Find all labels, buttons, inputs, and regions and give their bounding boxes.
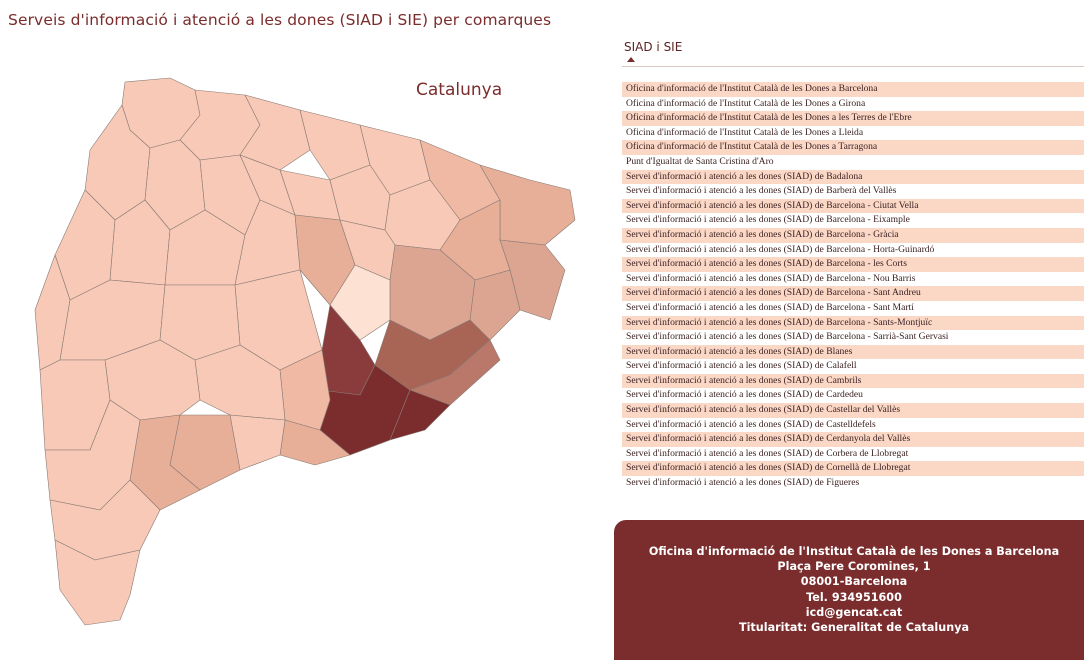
list-item[interactable]: Servei d'informació i atenció a les done…	[622, 461, 1084, 477]
list-item[interactable]: Servei d'informació i atenció a les done…	[626, 185, 897, 197]
list-item[interactable]: Servei d'informació i atenció a les done…	[622, 373, 1084, 389]
list-item[interactable]: Servei d'informació i atenció a les done…	[626, 418, 876, 430]
card-owner: Titularitat: Generalitat de Catalunya	[738, 621, 970, 635]
list-item[interactable]: Servei d'informació i atenció a les done…	[622, 227, 1084, 243]
list-item[interactable]: Oficina d'informació de l'Institut Catal…	[622, 82, 1084, 97]
list-item[interactable]: Oficina d'informació de l'Institut Catal…	[622, 140, 1084, 155]
map-region-label: Catalunya	[416, 80, 503, 100]
list-item[interactable]: Servei d'informació i atenció a les done…	[626, 360, 857, 372]
list-item[interactable]: Servei d'informació i atenció a les done…	[622, 344, 1084, 360]
header-divider	[622, 66, 1084, 67]
service-detail-card: Oficina d'informació de l'Institut Catal…	[614, 520, 1084, 660]
list-item[interactable]: Servei d'informació i atenció a les done…	[622, 198, 1084, 214]
list-item[interactable]: Oficina d'informació de l'Institut Catal…	[622, 111, 1084, 126]
comarca-barcelones[interactable]	[389, 389, 451, 441]
catalonia-map[interactable]	[30, 70, 610, 640]
page-title: Serveis d'informació i atenció a les don…	[8, 11, 552, 29]
list-item[interactable]: Servei d'informació i atenció a les done…	[626, 389, 863, 401]
list-item[interactable]: Servei d'informació i atenció a les done…	[622, 257, 1084, 272]
card-email[interactable]: icd@gencat.cat	[805, 605, 903, 619]
list-item[interactable]: Servei d'informació i atenció a les done…	[626, 214, 910, 226]
card-address: Plaça Pere Coromines, 1	[777, 560, 931, 574]
list-item[interactable]: Servei d'informació i atenció a les done…	[626, 331, 949, 343]
comarca-montsia[interactable]	[54, 539, 141, 626]
list-item[interactable]: Servei d'informació i atenció a les done…	[626, 301, 914, 313]
comarques-layer[interactable]	[34, 77, 576, 626]
list-item[interactable]: Servei d'informació i atenció a les done…	[622, 403, 1084, 418]
card-postal-code: 08001-Barcelona	[800, 575, 908, 589]
list-item[interactable]: Servei d'informació i atenció a les done…	[622, 432, 1084, 447]
services-list[interactable]: Oficina d'informació de l'Institut Catal…	[622, 82, 1084, 492]
sort-ascending-icon[interactable]	[627, 57, 635, 62]
list-item[interactable]: Servei d'informació i atenció a les done…	[626, 447, 909, 459]
list-item[interactable]: Punt d'Igualtat de Santa Cristina d'Aro	[626, 155, 774, 167]
list-item[interactable]: Oficina d'informació de l'Institut Catal…	[626, 126, 864, 138]
list-item[interactable]: Oficina d'informació de l'Institut Catal…	[626, 97, 866, 109]
list-item[interactable]: Servei d'informació i atenció a les done…	[622, 169, 1084, 185]
card-phone: Tel. 934951600	[806, 590, 902, 604]
card-service-name: Oficina d'informació de l'Institut Catal…	[648, 545, 1060, 558]
list-item[interactable]: Servei d'informació i atenció a les done…	[622, 315, 1084, 331]
list-item[interactable]: Servei d'informació i atenció a les done…	[626, 272, 916, 284]
comarca-maresme-north[interactable]	[469, 269, 521, 341]
list-item[interactable]: Servei d'informació i atenció a les done…	[622, 286, 1084, 301]
list-header[interactable]: SIAD i SIE	[624, 40, 683, 54]
list-item[interactable]: Servei d'informació i atenció a les done…	[626, 243, 935, 255]
list-item[interactable]: Servei d'informació i atenció a les done…	[626, 477, 860, 489]
